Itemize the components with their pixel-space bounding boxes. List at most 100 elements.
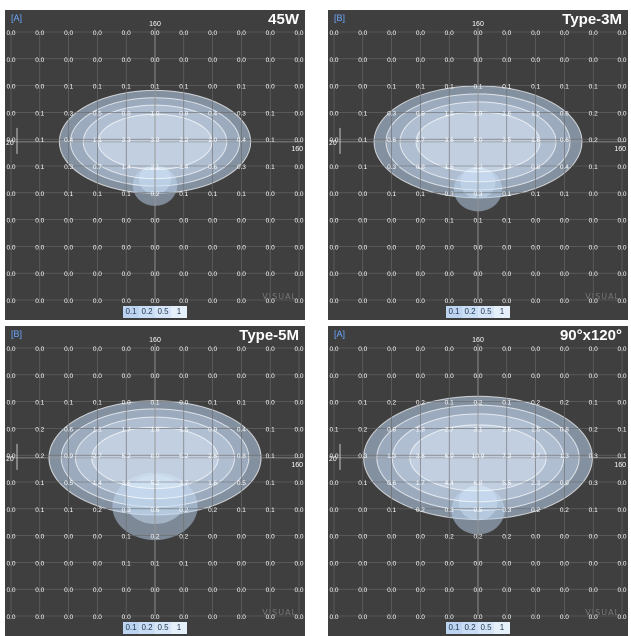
grid-value-label: 0.0 (64, 614, 73, 621)
grid-value-label: 0.0 (617, 480, 626, 487)
grid-value-label: 3.7 (179, 480, 188, 487)
grid-value-label: 0.0 (387, 587, 396, 594)
grid-value-label: 0.0 (294, 110, 303, 117)
grid-value-label: 0.0 (6, 453, 15, 460)
grid-value-label: 0.2 (150, 191, 159, 198)
grid-value-label: 0.5 (237, 480, 246, 487)
grid-value-label: 0.0 (416, 346, 425, 353)
grid-value-label: 2.6 (208, 453, 217, 460)
grid-value-label: 0.1 (387, 84, 396, 91)
grid-value-label: 0.0 (150, 57, 159, 64)
grid-value-label: 0.0 (473, 587, 482, 594)
grid-value-label: 0.1 (179, 191, 188, 198)
grid-value-label: 0.0 (329, 164, 338, 171)
grid-value-label: 0.0 (589, 587, 598, 594)
grid-value-label: 0.1 (266, 137, 275, 144)
grid-value-label: 0.0 (445, 244, 454, 251)
grid-value-label: 0.0 (329, 298, 338, 305)
grid-value-label: 0.2 (589, 426, 598, 433)
grid-value-label: 0.0 (387, 244, 396, 251)
grid-value-label: 0.1 (208, 400, 217, 407)
grid-value-label: 0.0 (64, 346, 73, 353)
grid-value-label: 0.0 (294, 164, 303, 171)
grid-value-label: 0.9 (64, 453, 73, 460)
grid-value-label: 0.6 (208, 164, 217, 171)
grid-value-label: 0.1 (589, 84, 598, 91)
grid-value-label: 1.3 (387, 453, 396, 460)
grid-value-label: 0.0 (531, 298, 540, 305)
grid-value-label: 4.4 (445, 480, 454, 487)
grid-value-label: 0.0 (560, 244, 569, 251)
grid-value-label: 0.0 (329, 534, 338, 541)
grid-value-label: 0.2 (502, 534, 511, 541)
grid-value-label: 0.0 (294, 480, 303, 487)
grid-value-label: 2.7 (445, 426, 454, 433)
grid-value-label: 0.0 (531, 534, 540, 541)
grid-value-label: 0.0 (416, 57, 425, 64)
grid-value-label: 0.0 (445, 560, 454, 567)
grid-value-label: 0.1 (589, 164, 598, 171)
grid-value-label: 0.0 (294, 560, 303, 567)
grid-value-label: 0.5 (473, 507, 482, 514)
grid-value-label: 0.0 (35, 218, 44, 225)
grid-value-label: 0.1 (445, 218, 454, 225)
grid-value-label: 0.0 (6, 110, 15, 117)
legend-swatch-0.5: 0.5 (478, 306, 494, 318)
grid-value-label: 0.0 (179, 346, 188, 353)
grid-value-label: 0.0 (589, 218, 598, 225)
grid-value-label: 0.0 (93, 587, 102, 594)
grid-value-label: 0.1 (35, 137, 44, 144)
grid-value-label: 0.0 (617, 534, 626, 541)
grid-value-label: 3.1 (473, 426, 482, 433)
legend-swatch-0.1: 0.1 (123, 306, 139, 318)
grid-value-label: 0.0 (35, 57, 44, 64)
grid-value-label: 0.0 (531, 244, 540, 251)
grid-value-label: 0.0 (445, 614, 454, 621)
grid-value-label: 0.3 (473, 191, 482, 198)
grid-value-label: 0.0 (358, 271, 367, 278)
grid-value-label: 0.0 (294, 191, 303, 198)
grid-value-label: 0.0 (266, 400, 275, 407)
grid-value-label: 0.0 (502, 346, 511, 353)
grid-value-label: 0.0 (387, 614, 396, 621)
grid-value-label: 0.0 (473, 614, 482, 621)
grid-value-label: 0.1 (502, 191, 511, 198)
grid-value-label: 0.0 (617, 218, 626, 225)
grid-value-label: 0.0 (387, 298, 396, 305)
grid-value-label: 0.1 (35, 507, 44, 514)
grid-value-label: 0.0 (617, 164, 626, 171)
grid-value-label: 0.0 (329, 271, 338, 278)
panel-tag: [B] (334, 13, 346, 23)
grid-value-label: 0.0 (64, 271, 73, 278)
grid-value-label: 0.0 (531, 614, 540, 621)
grid-value-label: 0.0 (358, 373, 367, 380)
grid-value-label: 0.0 (473, 298, 482, 305)
grid-value-label: 5.0 (473, 137, 482, 144)
grid-value-label: 0.0 (560, 298, 569, 305)
grid-value-label: 0.6 (560, 110, 569, 117)
grid-value-label: 0.0 (358, 57, 367, 64)
grid-value-label: 0.0 (329, 614, 338, 621)
grid-value-label: 0.0 (237, 346, 246, 353)
grid-value-label: 0.7 (93, 164, 102, 171)
grid-value-label: 0.0 (6, 560, 15, 567)
grid-value-label: 0.2 (35, 426, 44, 433)
grid-value-label: 0.0 (329, 453, 338, 460)
grid-value-label: 0.0 (237, 560, 246, 567)
grid-value-label: 0.0 (237, 271, 246, 278)
grid-value-label: 0.0 (473, 244, 482, 251)
grid-value-label: 1.7 (122, 426, 131, 433)
grid-value-label: 0.0 (266, 84, 275, 91)
grid-value-label: 0.0 (589, 57, 598, 64)
grid-value-label: 0.0 (358, 30, 367, 37)
grid-value-label: 0.0 (266, 271, 275, 278)
grid-value-label: 0.0 (6, 587, 15, 594)
grid-value-label: 0.1 (617, 426, 626, 433)
grid-value-label: 0.0 (329, 57, 338, 64)
grid-value-label: 0.1 (35, 400, 44, 407)
grid-value-label: 0.0 (617, 110, 626, 117)
grid-value-label: 0.0 (294, 84, 303, 91)
grid-value-label: 0.1 (473, 218, 482, 225)
scale-top-label: 160 (472, 21, 484, 28)
grid-value-label: 0.0 (179, 373, 188, 380)
